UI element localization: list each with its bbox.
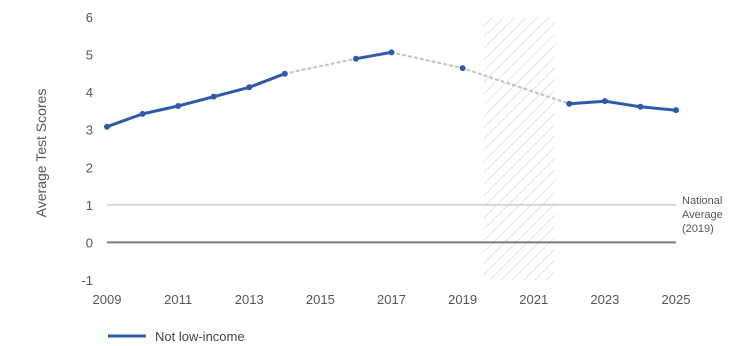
y-tick-label: 4 (86, 85, 93, 100)
data-point (104, 123, 110, 130)
data-point (246, 84, 253, 91)
x-tick-label: 2013 (235, 292, 264, 307)
x-tick-label: 2011 (164, 292, 192, 307)
national-average-label: National Average (2019) (682, 195, 723, 235)
y-tick-label: 1 (86, 198, 93, 213)
data-point (459, 65, 466, 72)
y-tick-label: -1 (81, 273, 93, 288)
data-point (352, 55, 359, 62)
data-point (673, 107, 679, 114)
shaded-region (483, 17, 556, 280)
data-point (139, 110, 146, 117)
x-tick-label: 2009 (93, 292, 122, 307)
x-tick-label: 2017 (377, 292, 406, 307)
data-point (566, 100, 573, 107)
y-tick-label: 2 (86, 160, 93, 175)
series-line-not-low-income (569, 99, 677, 112)
data-point (175, 103, 182, 110)
national-average-label-line: (2019) (682, 223, 714, 235)
data-point (210, 93, 217, 100)
data-point (388, 49, 395, 56)
legend-label-not-low-income: Not low-income (155, 329, 245, 344)
data-point (637, 103, 644, 110)
series-line-not-low-income (106, 72, 286, 129)
y-tick-label: 5 (86, 48, 93, 63)
x-tick-label: 2021 (519, 292, 548, 307)
y-tick-label: 0 (86, 235, 93, 250)
national-average-label-line: National (682, 195, 722, 207)
series-gap-dotted (283, 57, 357, 75)
legend: Not low-income (108, 329, 245, 344)
data-point (601, 98, 608, 105)
data-point (281, 70, 288, 77)
y-axis-label: Average Test Scores (33, 89, 49, 218)
series-line-not-low-income (355, 50, 392, 61)
y-tick-label: 6 (86, 10, 93, 25)
x-tick-label: 2025 (662, 292, 691, 307)
x-tick-label: 2019 (448, 292, 477, 307)
y-tick-label: 3 (86, 123, 93, 138)
x-tick-label: 2015 (306, 292, 335, 307)
national-average-label-line: Average (682, 209, 723, 221)
x-tick-label: 2023 (590, 292, 619, 307)
